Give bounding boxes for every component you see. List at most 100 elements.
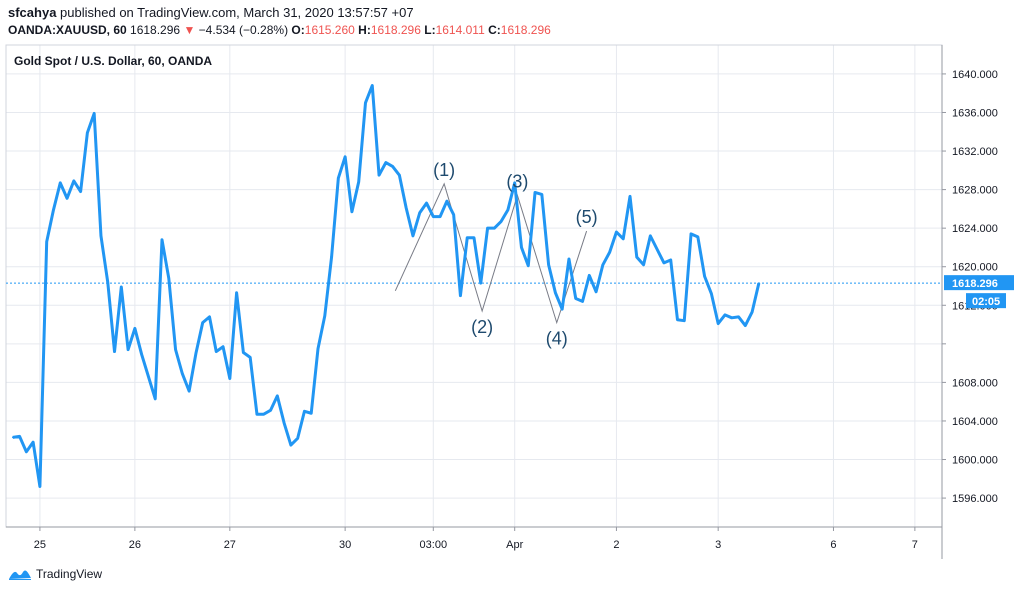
y-tick-label: 1636.000 <box>952 107 998 119</box>
price-point <box>378 174 380 176</box>
x-tick-label: 26 <box>129 539 141 551</box>
price-point <box>317 347 319 350</box>
price-point <box>507 209 509 211</box>
price-axis[interactable]: 1596.0001600.0001604.0001608.0001612.000… <box>942 69 998 505</box>
price-point <box>59 182 62 184</box>
price-point <box>73 180 75 182</box>
price-point <box>520 246 523 249</box>
open-label: O: <box>291 23 305 37</box>
price-point <box>479 282 482 284</box>
chart-grid <box>6 45 942 527</box>
price-point <box>418 211 421 214</box>
price-point <box>357 181 360 183</box>
x-tick-label: 2 <box>613 539 619 551</box>
publish-info: published on TradingView.com, March 31, … <box>60 5 414 20</box>
high-value: 1618.296 <box>370 23 421 37</box>
y-tick-label: 1608.000 <box>952 377 998 389</box>
price-point <box>398 174 401 176</box>
price-point <box>45 240 48 243</box>
last-price-badge-text: 1618.296 <box>952 278 998 290</box>
price-point <box>568 258 570 260</box>
price-point <box>86 131 89 134</box>
price-point <box>269 409 272 412</box>
price-point <box>683 319 686 322</box>
price-point <box>39 485 41 488</box>
price-point <box>615 231 618 233</box>
price-point <box>405 207 407 209</box>
wave-labels: (1) (2) (3) (4) (5) <box>433 160 597 349</box>
price-point <box>710 292 713 295</box>
price-point <box>337 177 340 179</box>
price-point <box>120 286 123 288</box>
chart-title: Gold Spot / U.S. Dollar, 60, OANDA <box>14 54 212 68</box>
price-point <box>730 317 733 319</box>
price-point <box>18 435 21 438</box>
price-point <box>181 372 184 375</box>
price-point <box>459 294 462 297</box>
tradingview-footer[interactable]: TradingView <box>8 567 102 581</box>
price-point <box>758 282 760 284</box>
price-point <box>554 291 557 294</box>
x-tick-label: 25 <box>34 539 46 551</box>
wave-label: (4) <box>546 329 568 349</box>
time-axis[interactable]: 25 26 27 30 03:00 Apr 2 3 6 7 <box>34 527 918 551</box>
price-point <box>256 413 258 416</box>
price-point <box>11 436 14 439</box>
price-point <box>717 322 719 325</box>
price-point <box>690 233 692 235</box>
price-point <box>134 327 136 330</box>
author-name[interactable]: sfcahya <box>8 5 57 20</box>
price-point <box>595 290 597 293</box>
price-point <box>676 318 679 321</box>
price-point <box>208 316 211 318</box>
price-point <box>439 215 441 218</box>
price-point <box>452 213 455 216</box>
price-point <box>371 84 374 87</box>
price-point <box>323 315 326 317</box>
price-point <box>290 444 292 446</box>
x-tick-label: 7 <box>912 539 918 551</box>
price-point <box>215 350 218 353</box>
price-point <box>385 161 387 164</box>
price-point <box>242 351 245 354</box>
ohlc-legend: OANDA:XAUUSD, 60 1618.296 ▼ −4.534 (−0.2… <box>8 23 551 37</box>
y-tick-label: 1600.000 <box>952 455 998 467</box>
price-point <box>195 352 197 355</box>
price-point <box>303 410 306 413</box>
price-point <box>669 259 672 261</box>
price-point <box>588 274 591 277</box>
price-point <box>391 165 394 168</box>
price-point <box>500 220 502 223</box>
price-point <box>425 202 428 204</box>
price-point <box>629 195 631 198</box>
price-point <box>296 437 299 440</box>
price-point <box>201 321 204 324</box>
price-point <box>656 248 658 251</box>
x-tick-label: 3 <box>715 539 721 551</box>
price-point <box>724 314 726 316</box>
price-point <box>541 193 543 196</box>
price-point <box>602 263 604 266</box>
countdown-badge <box>966 293 1006 309</box>
price-point <box>527 264 530 267</box>
price-point <box>737 316 740 318</box>
chart-frame <box>5 44 943 528</box>
price-point <box>608 251 611 254</box>
price-point <box>235 291 238 294</box>
price-point <box>229 377 231 380</box>
x-tick-label: 30 <box>339 539 351 551</box>
change-value: −4.534 (−0.28%) <box>198 23 289 37</box>
price-point <box>642 263 645 266</box>
wave-label: (1) <box>433 160 455 180</box>
price-point <box>113 350 116 353</box>
price-point <box>93 112 95 115</box>
price-point <box>147 375 150 378</box>
price-point <box>364 102 367 104</box>
price-point <box>262 413 265 416</box>
open-value: 1615.260 <box>304 23 355 37</box>
x-tick-label: 6 <box>830 539 836 551</box>
price-line-series <box>12 83 761 489</box>
countdown-text: 02:05 <box>972 296 1000 308</box>
price-point <box>52 209 55 211</box>
